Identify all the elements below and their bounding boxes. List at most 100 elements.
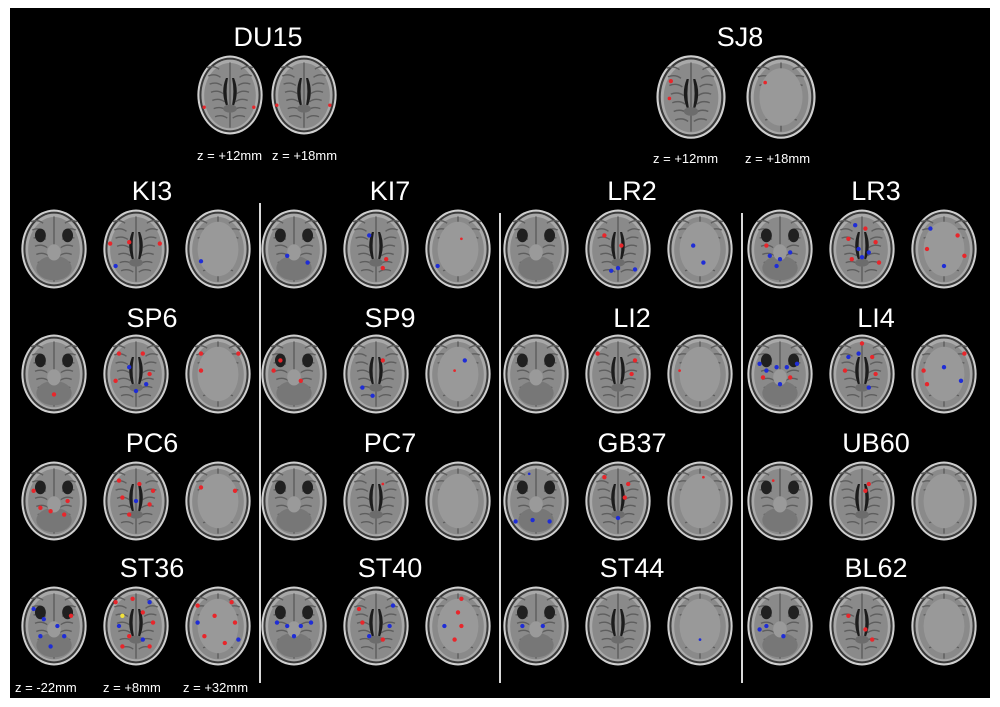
activation-dot	[455, 610, 461, 615]
activation-dot	[48, 509, 53, 514]
activation-dot	[147, 371, 152, 377]
activation-dot	[781, 634, 786, 639]
brain-slice-sj8-z18	[746, 55, 816, 139]
brain-slice-ki3-high	[185, 209, 251, 289]
activation-dot	[356, 606, 362, 612]
activation-dot	[777, 257, 783, 262]
activation-dot	[229, 600, 234, 605]
brain-slice-ub60-mid	[829, 461, 895, 541]
activation-dot	[547, 519, 552, 524]
activation-dot	[962, 253, 967, 258]
activation-dot	[202, 634, 207, 639]
activation-dot	[202, 105, 206, 109]
activation-dot	[856, 351, 861, 356]
brain-slice-li4-mid	[829, 334, 895, 414]
z-label-sj8-1: z = +12mm	[653, 151, 719, 166]
activation-dot	[137, 481, 142, 487]
panel-title-li4: LI4	[857, 303, 895, 333]
brain-slice-st44-low	[503, 586, 569, 666]
activation-dot	[38, 634, 43, 639]
brain-slice-st40-mid	[343, 586, 409, 666]
activation-dot	[667, 96, 672, 101]
activation-dot	[127, 512, 132, 517]
activation-dot	[863, 488, 868, 493]
activation-dot	[305, 260, 310, 265]
activation-dot	[846, 354, 851, 360]
activation-dot	[285, 623, 290, 629]
activation-dot	[602, 233, 607, 238]
brain-slice-sp9-high	[425, 334, 491, 414]
activation-dot	[513, 519, 518, 524]
activation-dot	[863, 226, 868, 231]
activation-dot	[367, 233, 372, 238]
z-label-du15-1: z = +12mm	[197, 148, 263, 163]
activation-dot	[668, 79, 673, 84]
activation-dot	[116, 478, 122, 483]
activation-dot	[921, 368, 926, 373]
brain-slice-ub60-low	[747, 461, 813, 541]
activation-dot	[127, 634, 132, 639]
brain-slice-li4-low	[747, 334, 813, 414]
activation-dot	[381, 482, 385, 486]
brain-slice-gb37-mid	[585, 461, 651, 541]
activation-dot	[602, 475, 607, 480]
activation-dot	[962, 351, 967, 356]
activation-dot	[48, 644, 53, 649]
brain-slice-figure: DU15 SJ8 z = +12mm z = +18mm z = +12mm z…	[10, 8, 990, 698]
activation-dot	[130, 596, 135, 601]
activation-dot	[113, 378, 118, 383]
column-divider-3	[741, 213, 743, 683]
activation-dot	[520, 623, 525, 629]
activation-dot	[51, 392, 57, 397]
panel-title-pc7: PC7	[363, 428, 417, 458]
activation-dot	[615, 265, 621, 271]
activation-dot	[435, 263, 440, 269]
z-label-st36-3: z = +32mm	[183, 680, 249, 695]
activation-dot	[866, 250, 871, 255]
brain-slice-li2-low	[503, 334, 569, 414]
brain-slice-bl62-mid	[829, 586, 895, 666]
panel-title-st44: ST44	[599, 553, 665, 583]
panel-title-st40: ST40	[357, 553, 423, 583]
activation-dot	[955, 233, 960, 238]
activation-dot	[298, 623, 303, 629]
activation-dot	[198, 368, 204, 373]
brain-slice-gb37-high	[667, 461, 733, 541]
activation-dot	[870, 637, 875, 642]
panel-title-gb37: GB37	[597, 428, 667, 458]
activation-dot	[462, 358, 467, 363]
activation-dot	[764, 368, 769, 373]
brain-slice-ki7-mid	[343, 209, 409, 289]
activation-dot	[941, 365, 947, 370]
brain-slice-du15-z18	[271, 55, 337, 135]
activation-dot	[873, 371, 878, 377]
brain-slice-bl62-low	[747, 586, 813, 666]
activation-dot	[460, 237, 463, 241]
activation-dot	[116, 351, 122, 356]
activation-dot	[866, 385, 871, 390]
activation-dot	[275, 103, 279, 107]
panel-title-sp6: SP6	[126, 303, 178, 333]
activation-dot	[784, 365, 789, 370]
panel-title-ki7: KI7	[369, 176, 411, 206]
activation-dot	[113, 263, 118, 269]
activation-dot	[788, 250, 793, 255]
activation-dot	[863, 627, 868, 632]
brain-slice-st44-mid	[585, 586, 651, 666]
activation-dot	[859, 341, 865, 346]
brain-slice-ki3-mid	[103, 209, 169, 289]
activation-dot	[702, 475, 705, 479]
activation-dot	[764, 243, 769, 248]
activation-dot	[764, 623, 769, 629]
activation-dot	[271, 368, 276, 373]
z-label-st36-2: z = +8mm	[103, 680, 161, 695]
brain-slice-st36-low	[21, 586, 87, 666]
activation-dot	[157, 241, 162, 246]
brain-slice-pc7-low	[261, 461, 327, 541]
panel-title-sj8: SJ8	[716, 22, 764, 52]
activation-dot	[127, 240, 132, 245]
brain-slice-st40-high	[425, 586, 491, 666]
activation-dot	[140, 637, 145, 642]
column-divider-1	[259, 203, 261, 683]
brain-slice-ki7-low	[261, 209, 327, 289]
